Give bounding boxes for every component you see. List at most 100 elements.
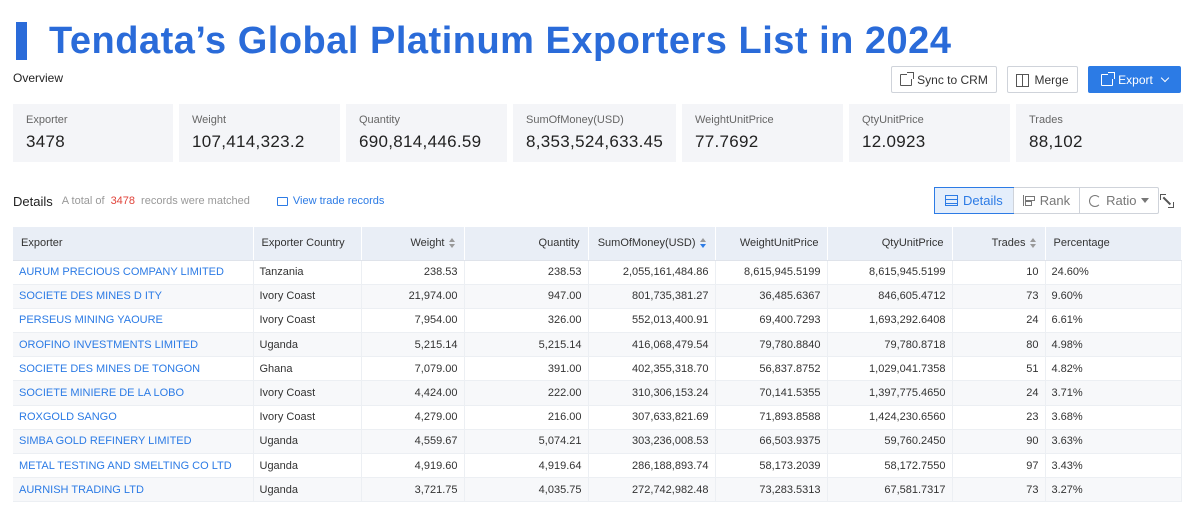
stat-card-trades: Trades 88,102 bbox=[1016, 104, 1183, 162]
column-header-qty-unit-price[interactable]: QtyUnitPrice bbox=[827, 227, 953, 261]
cell-sum-of-money: 801,735,381.27 bbox=[588, 284, 716, 309]
fullscreen-icon[interactable] bbox=[1160, 194, 1174, 208]
column-header-sum-of-money[interactable]: SumOfMoney(USD) bbox=[588, 227, 716, 261]
stat-card-qty-unit-price: QtyUnitPrice 12.0923 bbox=[849, 104, 1010, 162]
stat-value: 12.0923 bbox=[862, 132, 926, 151]
cell-weight-unit-price: 8,615,945.5199 bbox=[715, 260, 828, 285]
exporter-link[interactable]: SIMBA GOLD REFINERY LIMITED bbox=[19, 435, 192, 448]
cell-weight: 5,215.14 bbox=[361, 332, 465, 358]
stat-label: Weight bbox=[192, 114, 227, 126]
exporter-link[interactable]: SOCIETE DES MINES DE TONGON bbox=[19, 362, 201, 375]
exporter-link[interactable]: PERSEUS MINING YAOURE bbox=[19, 314, 163, 327]
cell-weight: 4,559.67 bbox=[361, 429, 465, 455]
column-header-label: Weight bbox=[410, 237, 445, 250]
tab-details[interactable]: Details bbox=[934, 187, 1014, 214]
cell-weight: 4,279.00 bbox=[361, 405, 465, 430]
sort-icon[interactable] bbox=[1029, 238, 1037, 249]
table-row[interactable]: ROXGOLD SANGO Ivory Coast 4,279.00 216.00 30… bbox=[13, 405, 1182, 430]
cell-quantity: 4,035.75 bbox=[464, 477, 589, 503]
export-button[interactable]: Export bbox=[1088, 66, 1181, 93]
merge-icon bbox=[1016, 73, 1030, 87]
tab-ratio[interactable]: Ratio bbox=[1079, 188, 1158, 213]
cell-exporter: AURUM PRECIOUS COMPANY LIMITED bbox=[13, 260, 254, 285]
column-header-quantity[interactable]: Quantity bbox=[464, 227, 589, 261]
table-row[interactable]: OROFINO INVESTMENTS LIMITED Uganda 5,215.1… bbox=[13, 332, 1182, 358]
cell-country: Uganda bbox=[253, 477, 362, 503]
stat-value: 77.7692 bbox=[695, 132, 759, 151]
cell-sum-of-money: 402,355,318.70 bbox=[588, 356, 716, 382]
banner-accent-bar bbox=[16, 22, 27, 60]
cell-qty-unit-price: 67,581.7317 bbox=[827, 477, 953, 503]
column-header-percentage[interactable]: Percentage bbox=[1045, 227, 1182, 261]
cell-exporter: OROFINO INVESTMENTS LIMITED bbox=[13, 332, 254, 358]
cell-quantity: 5,074.21 bbox=[464, 429, 589, 455]
export-icon bbox=[1101, 71, 1116, 86]
cell-weight-unit-price: 36,485.6367 bbox=[715, 284, 828, 309]
cell-country: Ivory Coast bbox=[253, 284, 362, 309]
column-header-trades[interactable]: Trades bbox=[952, 227, 1046, 261]
cell-trades: 90 bbox=[952, 429, 1046, 455]
sort-icon[interactable] bbox=[448, 238, 456, 249]
column-header-weight[interactable]: Weight bbox=[361, 227, 465, 261]
tab-rank[interactable]: Rank bbox=[1012, 188, 1079, 213]
table-row[interactable]: AURNISH TRADING LTD Uganda 3,721.75 4,035.7… bbox=[13, 477, 1182, 503]
exporter-link[interactable]: ROXGOLD SANGO bbox=[19, 411, 117, 424]
table-row[interactable]: SOCIETE DES MINES DE TONGON Ghana 7,079.00… bbox=[13, 356, 1182, 382]
tab-ratio-label: Ratio bbox=[1106, 193, 1137, 208]
table-row[interactable]: SIMBA GOLD REFINERY LIMITED Uganda 4,559.6… bbox=[13, 429, 1182, 455]
table-row[interactable]: SOCIETE MINIERE DE LA LOBO Ivory Coast 4,4… bbox=[13, 380, 1182, 406]
cell-exporter: METAL TESTING AND SMELTING CO LTD bbox=[13, 453, 254, 479]
table-row[interactable]: METAL TESTING AND SMELTING CO LTD Uganda 4… bbox=[13, 453, 1182, 479]
document-icon bbox=[276, 196, 288, 206]
cell-sum-of-money: 2,055,161,484.86 bbox=[588, 260, 716, 285]
sync-to-crm-label: Sync to CRM bbox=[917, 72, 988, 87]
merge-button[interactable]: Merge bbox=[1007, 66, 1078, 93]
exporter-link[interactable]: SOCIETE MINIERE DE LA LOBO bbox=[19, 387, 185, 400]
column-header-weight-unit-price[interactable]: WeightUnitPrice bbox=[715, 227, 828, 261]
tab-details-label: Details bbox=[963, 193, 1003, 208]
total-prefix: A total of bbox=[61, 195, 105, 207]
cell-quantity: 238.53 bbox=[464, 260, 589, 285]
cell-percentage: 3.71% bbox=[1045, 380, 1182, 406]
column-header-exporter-country[interactable]: Exporter Country bbox=[253, 227, 362, 261]
cell-exporter: PERSEUS MINING YAOURE bbox=[13, 308, 254, 334]
exporter-link[interactable]: METAL TESTING AND SMELTING CO LTD bbox=[19, 459, 232, 472]
column-header-label: Quantity bbox=[538, 237, 580, 250]
rank-icon bbox=[1022, 195, 1035, 206]
record-count: 3478 bbox=[110, 195, 136, 207]
details-title: Details bbox=[13, 193, 53, 209]
exporter-link[interactable]: AURUM PRECIOUS COMPANY LIMITED bbox=[19, 266, 224, 279]
cell-percentage: 4.82% bbox=[1045, 356, 1182, 382]
cell-weight: 238.53 bbox=[361, 260, 465, 285]
cell-sum-of-money: 310,306,153.24 bbox=[588, 380, 716, 406]
cell-exporter: ROXGOLD SANGO bbox=[13, 405, 254, 430]
cell-sum-of-money: 303,236,008.53 bbox=[588, 429, 716, 455]
exporter-link[interactable]: AURNISH TRADING LTD bbox=[19, 483, 144, 496]
table-row[interactable]: SOCIETE DES MINES D ITY Ivory Coast 21,974… bbox=[13, 284, 1182, 309]
sort-icon[interactable] bbox=[699, 238, 707, 249]
cell-weight-unit-price: 79,780.8840 bbox=[715, 332, 828, 358]
cell-qty-unit-price: 58,172.7550 bbox=[827, 453, 953, 479]
view-trade-records-label: View trade records bbox=[292, 195, 385, 207]
stat-label: QtyUnitPrice bbox=[862, 114, 924, 126]
sync-to-crm-button[interactable]: Sync to CRM bbox=[891, 66, 997, 93]
cell-qty-unit-price: 1,424,230.6560 bbox=[827, 405, 953, 430]
cell-country: Tanzania bbox=[253, 260, 362, 285]
column-header-label: Exporter bbox=[21, 237, 63, 250]
column-header-label: QtyUnitPrice bbox=[881, 237, 944, 250]
cell-qty-unit-price: 59,760.2450 bbox=[827, 429, 953, 455]
cell-weight-unit-price: 56,837.8752 bbox=[715, 356, 828, 382]
stat-value: 88,102 bbox=[1029, 132, 1083, 151]
stat-value: 3478 bbox=[26, 132, 66, 151]
table-row[interactable]: AURUM PRECIOUS COMPANY LIMITED Tanzania 23… bbox=[13, 260, 1182, 285]
stat-card-weight-unit-price: WeightUnitPrice 77.7692 bbox=[682, 104, 843, 162]
overview-stats: Exporter 3478 Weight 107,414,323.2 Quant… bbox=[13, 104, 1183, 162]
cell-weight: 4,424.00 bbox=[361, 380, 465, 406]
column-header-exporter[interactable]: Exporter bbox=[13, 227, 254, 261]
table-row[interactable]: PERSEUS MINING YAOURE Ivory Coast 7,954.00… bbox=[13, 308, 1182, 334]
view-trade-records-link[interactable]: View trade records bbox=[276, 195, 385, 207]
column-header-label: SumOfMoney(USD) bbox=[597, 237, 696, 250]
exporter-link[interactable]: OROFINO INVESTMENTS LIMITED bbox=[19, 338, 199, 351]
exporter-link[interactable]: SOCIETE DES MINES D ITY bbox=[19, 290, 163, 303]
table-icon bbox=[945, 195, 958, 206]
